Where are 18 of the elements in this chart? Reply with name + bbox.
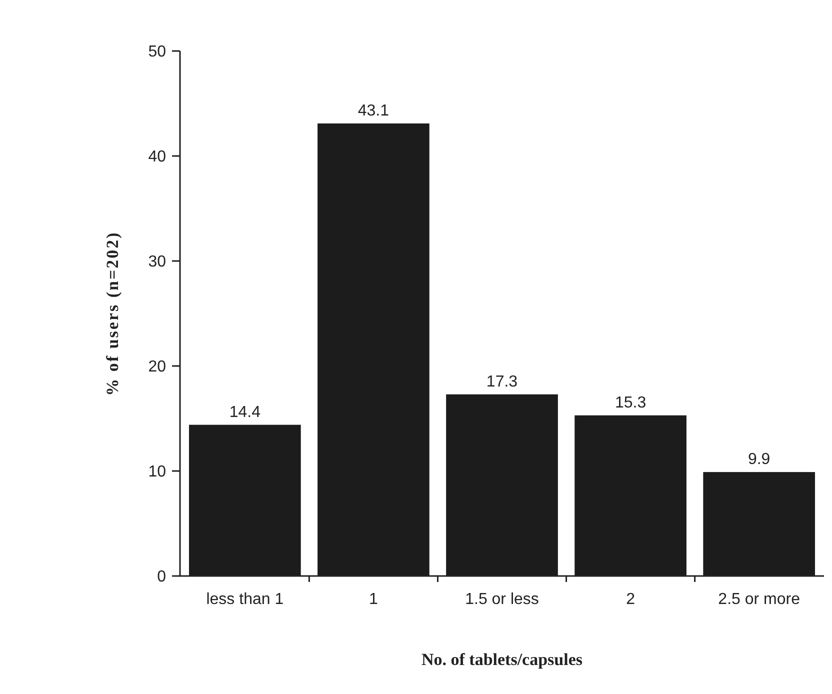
y-tick-label: 50 [148, 44, 166, 61]
x-tick-label: 1 [369, 591, 378, 608]
data-label: 15.3 [614, 394, 646, 412]
x-axis-title: No. of tablets/capsules [421, 650, 583, 669]
y-tick-label: 0 [157, 568, 166, 586]
data-label: 43.1 [358, 102, 390, 120]
x-tick-label: 2.5 or more [718, 591, 800, 608]
y-tick-label: 20 [148, 358, 166, 376]
y-axis-title: % of users (n=202) [103, 231, 122, 396]
data-label: 9.9 [748, 451, 770, 468]
y-tick-label: 40 [148, 148, 166, 166]
y-tick-label: 10 [148, 464, 166, 481]
x-tick-label: 2 [626, 591, 636, 608]
x-tick-label: less than 1 [206, 591, 284, 608]
data-label: 14.4 [229, 404, 261, 421]
x-tick-label: 1.5 or less [465, 591, 539, 608]
y-tick-label: 30 [148, 254, 166, 271]
data-label: 17.3 [486, 373, 518, 390]
